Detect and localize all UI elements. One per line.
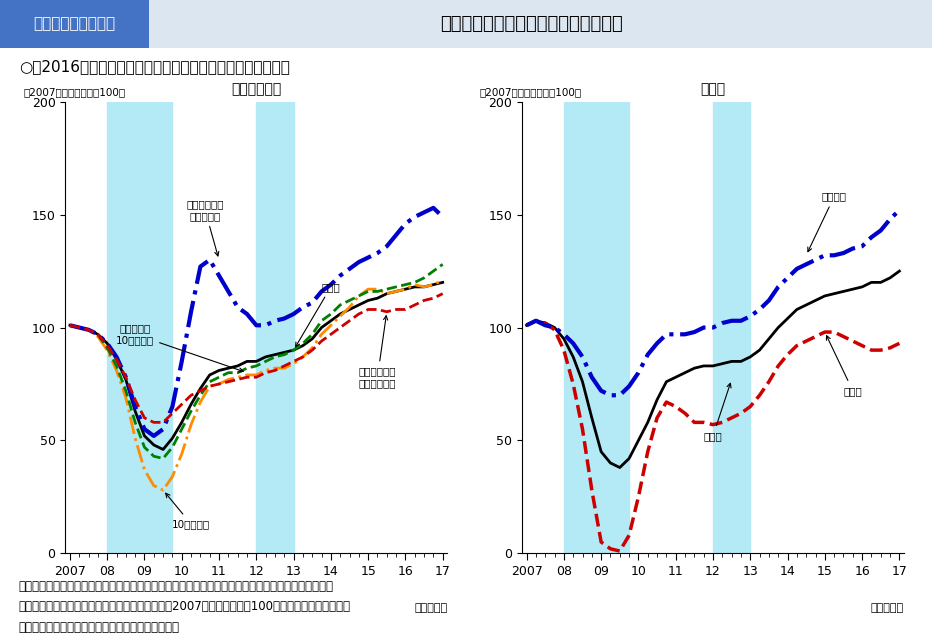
Text: １千万円以上
５千万円未満: １千万円以上 ５千万円未満 — [359, 315, 396, 388]
Text: （2007年１～３月期＝100）: （2007年１～３月期＝100） — [23, 87, 125, 97]
Text: 業種別・資本金規模別経常利益の推移: 業種別・資本金規模別経常利益の推移 — [440, 15, 623, 33]
Bar — [713, 102, 750, 553]
Bar — [0, 0, 149, 48]
Text: 10億円以上: 10億円以上 — [166, 493, 210, 529]
Text: （2007年１～３月期＝100）: （2007年１～３月期＝100） — [480, 87, 582, 97]
Text: （年・期）: （年・期） — [414, 603, 447, 613]
Text: （注）　１）原数値を後方４四半期移動平均し、2007年１～３月期を100として指数化したもの。: （注） １）原数値を後方４四半期移動平均し、2007年１～３月期を100として指… — [19, 600, 350, 613]
Text: 製造業: 製造業 — [827, 336, 862, 396]
Bar — [564, 102, 629, 553]
Bar — [149, 0, 932, 48]
Title: 資本金規模別: 資本金規模別 — [231, 83, 281, 97]
Text: ５千万円以上
１億円未満: ５千万円以上 １億円未満 — [186, 199, 224, 256]
Text: 産業計: 産業計 — [704, 384, 731, 441]
Text: （年・期）: （年・期） — [870, 603, 904, 613]
Bar — [256, 102, 294, 553]
Text: ２）グラフのシャドー部分は景気後退期。: ２）グラフのシャドー部分は景気後退期。 — [19, 621, 180, 633]
Text: ○　2016年の経常利益は、非製造業を中心に改善している。: ○ 2016年の経常利益は、非製造業を中心に改善している。 — [19, 59, 290, 74]
Bar — [107, 102, 172, 553]
Text: 資料出所　財務省「法人企業統計調査」（季報）をもとに厚生労働省労働政策担当参事官室にて作成: 資料出所 財務省「法人企業統計調査」（季報）をもとに厚生労働省労働政策担当参事官… — [19, 580, 334, 593]
Text: 第１－（１）－４図: 第１－（１）－４図 — [34, 17, 116, 31]
Text: 非製造業: 非製造業 — [808, 191, 846, 252]
Title: 業種別: 業種別 — [701, 83, 725, 97]
Text: 全規模: 全規模 — [295, 282, 340, 347]
Text: １億円以上
10億円未満: １億円以上 10億円未満 — [116, 324, 243, 372]
